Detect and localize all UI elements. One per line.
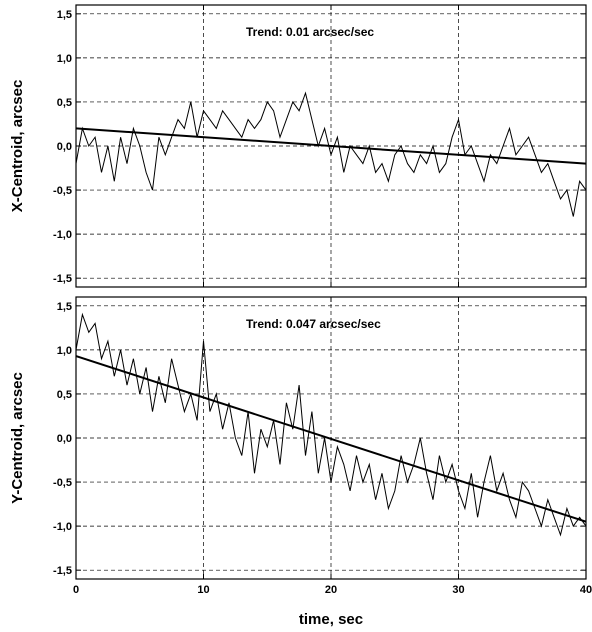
x-tick-label: 0 — [73, 584, 79, 596]
x-tick-label: 20 — [325, 584, 337, 596]
y-centroid-panel: -1,5 -1,0 -0,5 0,0 0,5 1,0 1,5 0 10 20 30 40 Trend: … — [9, 296, 592, 628]
y-tick-label: 0,5 — [57, 389, 72, 401]
y-tick-label: -1,5 — [53, 565, 72, 577]
y-tick-label: 1,5 — [57, 301, 72, 313]
y-tick-label: 0,5 — [57, 97, 72, 109]
y-tick-label: -0,5 — [53, 185, 72, 197]
y-tick-label: -1,5 — [53, 273, 72, 285]
y-tick-label: -0,5 — [53, 477, 72, 489]
y-tick-label: -1,0 — [53, 229, 72, 241]
y-tick-label: 0,0 — [57, 433, 72, 445]
y-tick-label: -1,0 — [53, 521, 72, 533]
x-tick-label: 40 — [580, 584, 592, 596]
y-axis-label: X-Centroid, arcsec — [9, 80, 26, 213]
centroid-series-line — [75, 91, 587, 217]
y-tick-label: 1,0 — [57, 345, 72, 357]
centroid-series-line — [75, 312, 587, 537]
y-tick-label: 1,0 — [57, 53, 72, 65]
trend-annotation: Trend: 0.01 arcsec/sec — [246, 25, 374, 39]
y-axis-label: Y-Centroid, arcsec — [9, 372, 26, 504]
trend-line — [75, 127, 587, 165]
y-tick-label: 1,5 — [57, 9, 72, 21]
x-tick-label: 10 — [197, 584, 209, 596]
y-tick-label: 0,0 — [57, 141, 72, 153]
x-centroid-panel: -1,5 -1,0 -0,5 0,0 0,5 1,0 1,5 Trend: 0.01 arcs… — [9, 4, 587, 288]
trend-line — [75, 355, 587, 523]
x-axis-label: time, sec — [299, 611, 363, 628]
x-tick-label: 30 — [452, 584, 464, 596]
trend-annotation: Trend: 0.047 arcsec/sec — [246, 317, 381, 331]
